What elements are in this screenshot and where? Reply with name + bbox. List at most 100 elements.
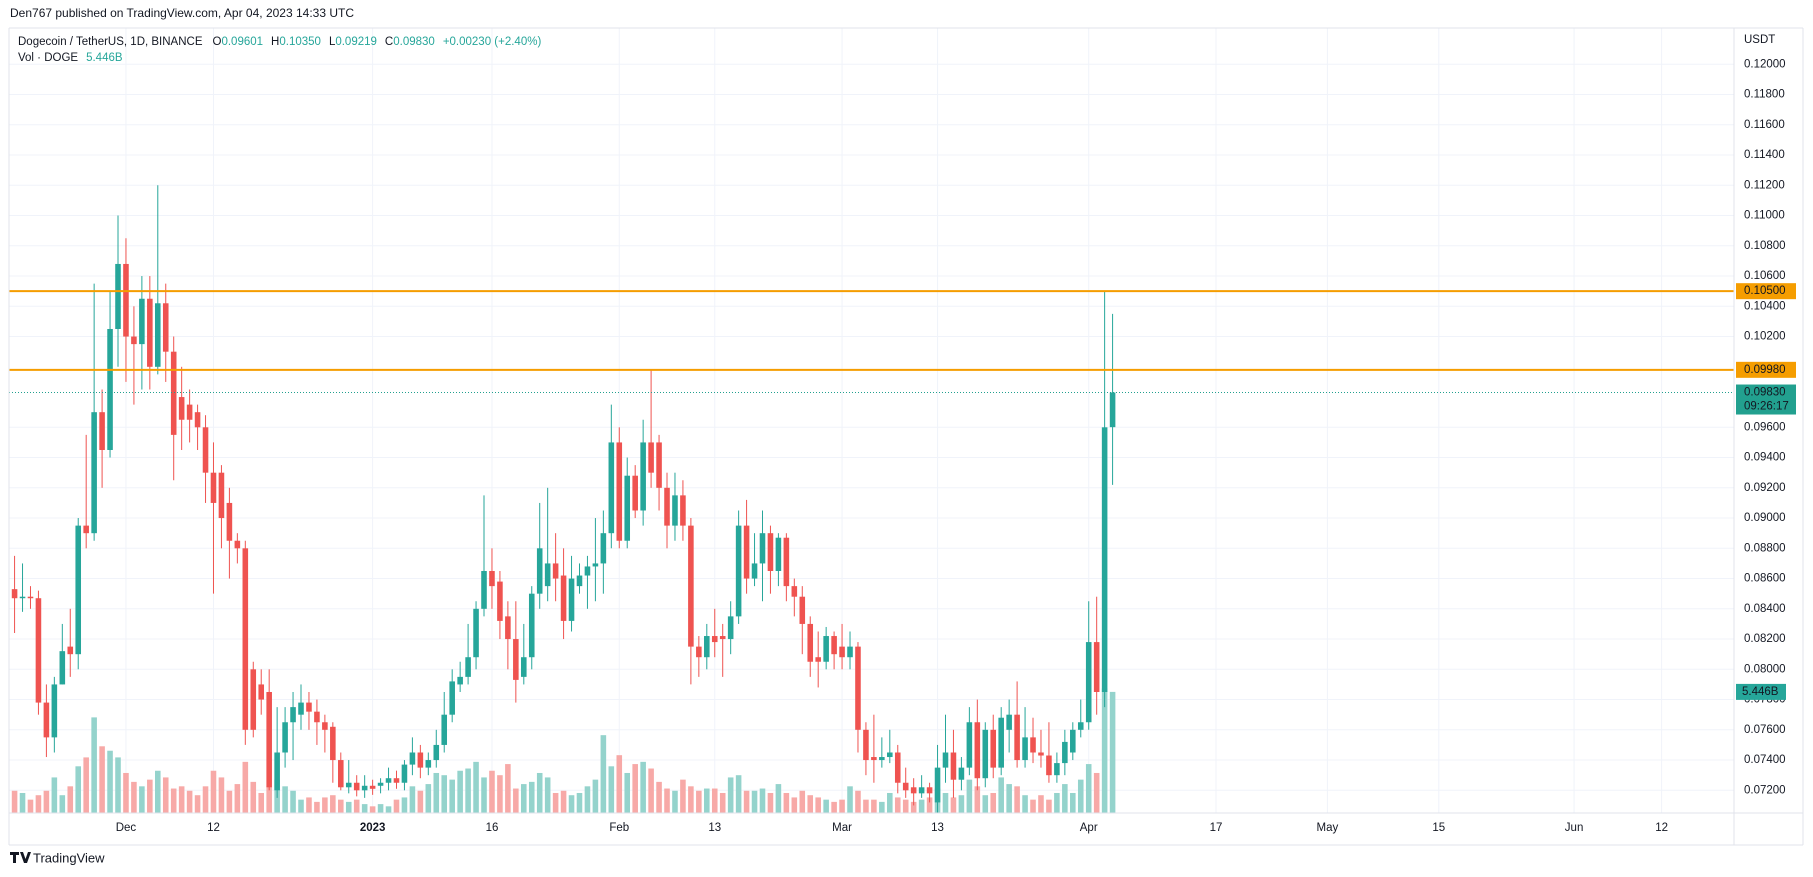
volume-bar [35, 795, 42, 813]
candle-body [536, 548, 543, 594]
candle-body [1030, 737, 1036, 753]
volume-bar [210, 770, 217, 813]
candle-body [950, 752, 957, 780]
brand-logo [10, 852, 31, 863]
y-tick-label: 0.07600 [1744, 724, 1786, 736]
volume-bar [576, 792, 583, 813]
volume-bar [894, 797, 901, 813]
y-tick-label: 0.08400 [1744, 603, 1786, 615]
volume-bar [974, 786, 981, 813]
y-tick-label: 0.10600 [1744, 270, 1786, 282]
candle-body [672, 495, 678, 526]
legend: Dogecoin / TetherUS, 1D, BINANCE O0.09601… [18, 36, 541, 48]
candle-body [871, 757, 877, 761]
x-tick-label: Jun [1565, 822, 1584, 834]
candle-body [1014, 714, 1020, 761]
y-tick-label: 0.11600 [1744, 119, 1785, 131]
volume-bar [1093, 772, 1100, 813]
candle-body [401, 764, 408, 783]
candle-body [441, 714, 448, 745]
volume-bar [385, 806, 392, 813]
candle-body [322, 722, 328, 730]
ohlc-value: 0.09830 [393, 36, 435, 48]
volume-bar [1062, 784, 1068, 813]
volume-bar [1006, 784, 1012, 813]
candle-body [688, 525, 694, 647]
volume-bar [43, 790, 50, 813]
volume-bar [513, 788, 519, 813]
candle-body [298, 702, 304, 715]
volume-bar [871, 799, 877, 813]
volume-bar [465, 768, 471, 813]
candle-body [99, 412, 105, 450]
x-tick-label: Mar [832, 822, 852, 834]
candle-body [1093, 642, 1100, 692]
ohlc-prefix: C [385, 36, 393, 48]
candle-body [926, 787, 933, 794]
x-tick-label: 2023 [360, 822, 386, 834]
volume-bar [592, 779, 599, 813]
volume-bar [791, 797, 798, 813]
volume-bar [345, 801, 352, 813]
candle-body [966, 722, 973, 768]
volume-bar [552, 792, 559, 813]
volume-bar [624, 772, 631, 813]
candle-body [1054, 763, 1060, 776]
volume-bar [155, 770, 161, 813]
candle-body [600, 533, 607, 564]
candle-body [155, 303, 161, 367]
candle-body [170, 351, 177, 435]
volume-bar [887, 792, 893, 813]
candle-body [584, 566, 591, 576]
volume-bar [704, 788, 710, 813]
candle-body [369, 785, 376, 789]
candle-body [282, 722, 288, 753]
candle-body [807, 623, 814, 662]
volume-bar [616, 755, 623, 813]
volume-bar [1046, 799, 1052, 813]
candle-body [19, 596, 26, 599]
overlay: 0.10500 0.09980 0.09830 09:26:17 5.446B [9, 283, 1796, 700]
volume-bar [258, 792, 265, 813]
volume-bar [998, 777, 1004, 813]
volume-bar [505, 764, 511, 813]
volume-bar [250, 781, 257, 813]
y-tick-label: 0.12000 [1744, 58, 1786, 70]
currency: USDT [1744, 34, 1775, 46]
y-tick-label: 0.11400 [1744, 149, 1785, 161]
volume-bar [839, 799, 845, 813]
volume-bar [1070, 792, 1076, 813]
volume-bar [648, 768, 654, 813]
candle-body [186, 404, 193, 420]
x-tick-label: Apr [1080, 822, 1098, 834]
candle-body [210, 472, 217, 503]
volume-bar [489, 770, 495, 813]
logo-mark [10, 852, 31, 863]
volume-bar [823, 799, 829, 813]
volume-bar [696, 790, 702, 813]
candle-body [1022, 737, 1028, 761]
candle-body [465, 657, 471, 677]
candle-body [528, 593, 535, 658]
candle-body [958, 767, 965, 780]
candle-body [879, 757, 885, 761]
candle-body [910, 787, 917, 794]
candle-body [648, 442, 654, 473]
candle-body [162, 303, 169, 352]
volume-bar [799, 790, 806, 813]
candle-body [67, 646, 74, 655]
candle-body [624, 475, 631, 541]
volume-pane [11, 688, 1116, 813]
volume-bar [1030, 799, 1036, 813]
volume-bar [982, 795, 989, 813]
volume-bar [83, 757, 89, 813]
candle-body [775, 537, 782, 571]
volume-bar [330, 795, 336, 813]
volume-bar [115, 757, 121, 813]
grid: 0.072000.074000.076000.078000.080000.082… [9, 28, 1786, 834]
candle-body [1109, 392, 1116, 428]
candle-body [719, 636, 726, 640]
candle-body [544, 563, 551, 587]
volume-bar [751, 790, 758, 813]
volume-bar [680, 779, 686, 813]
